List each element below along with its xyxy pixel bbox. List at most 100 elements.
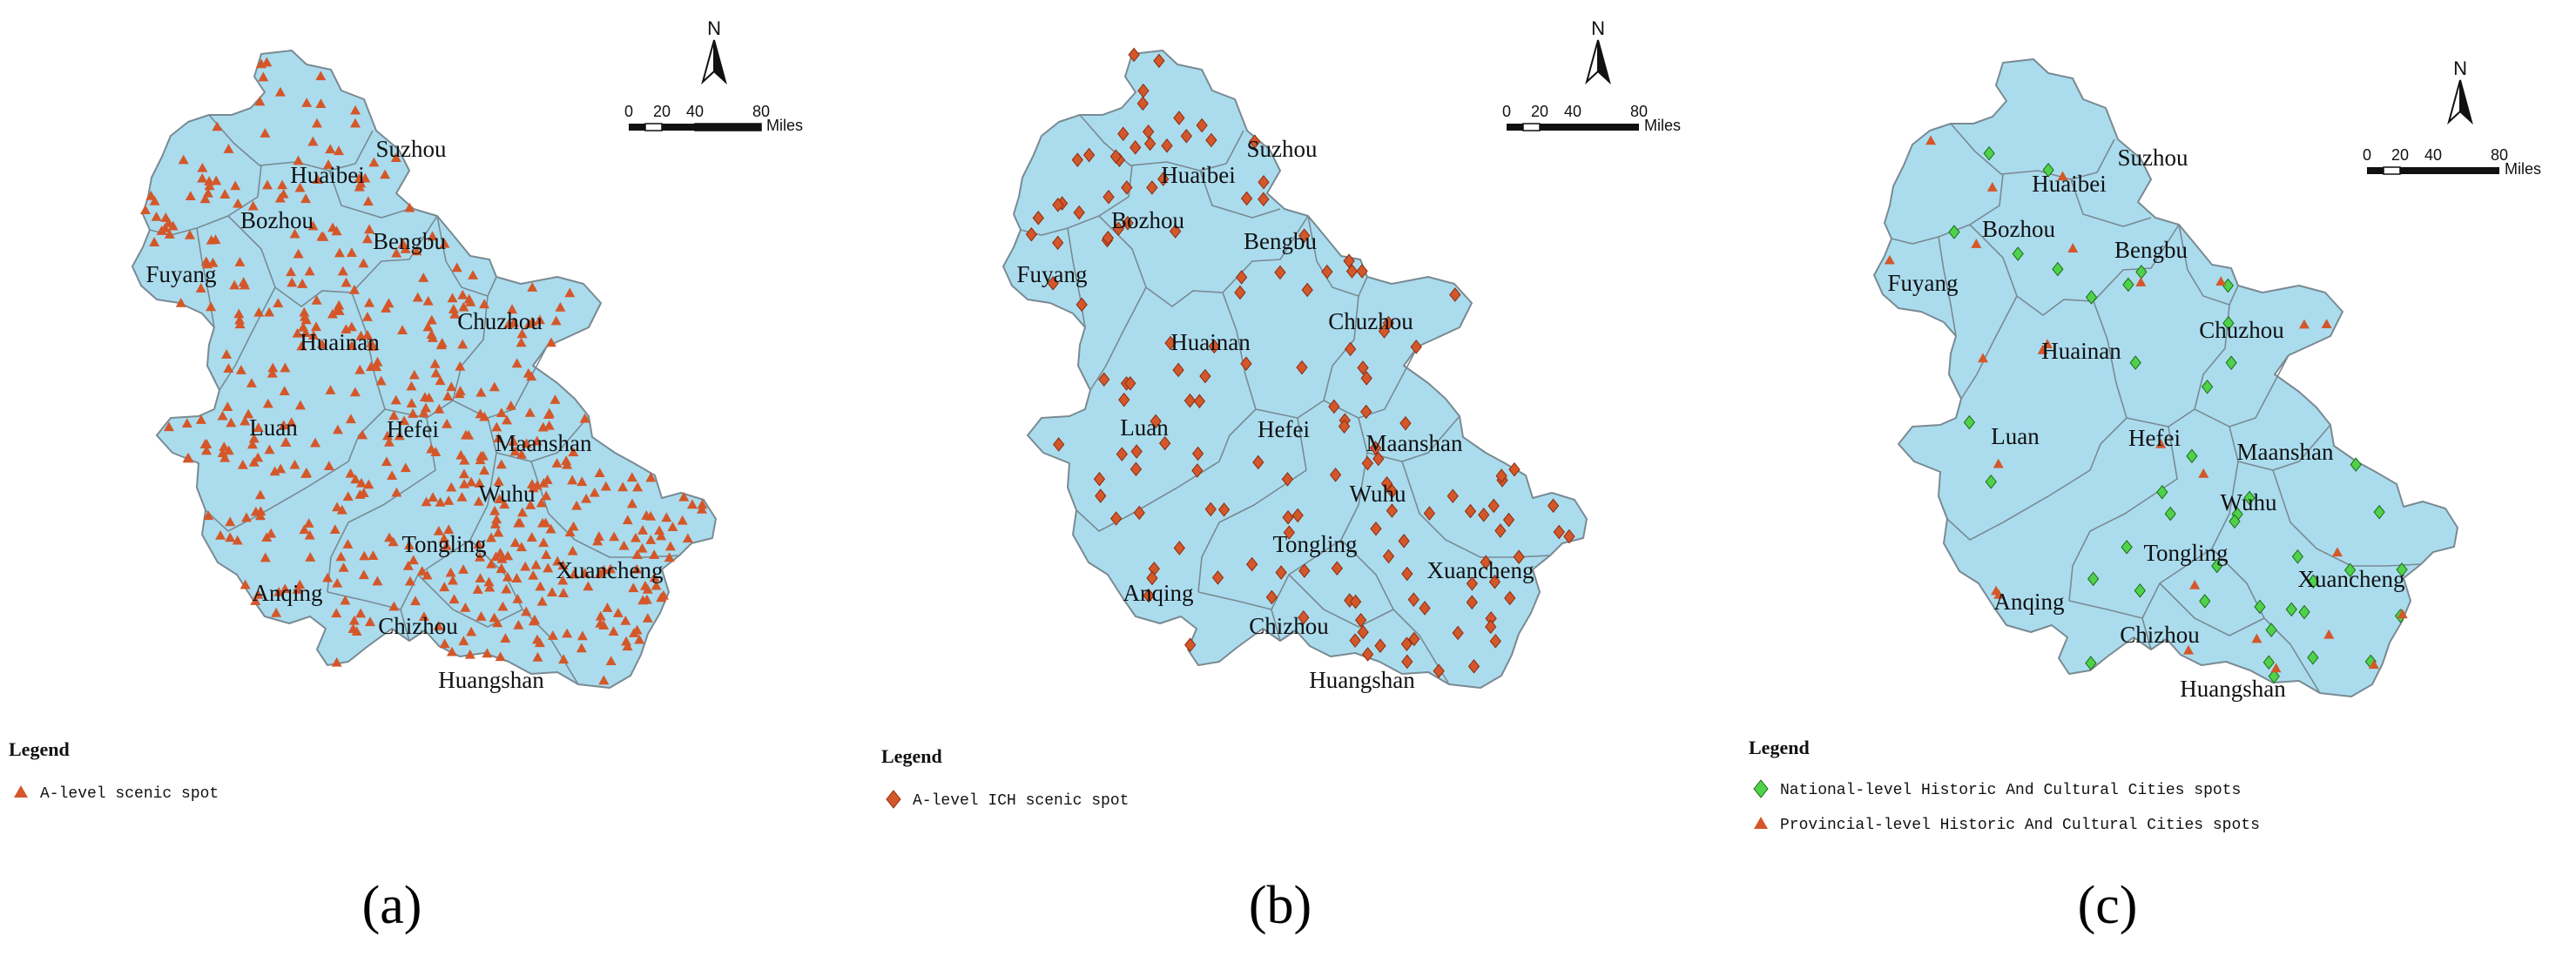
ich-spot-marker (1360, 371, 1372, 386)
scenic-spot-marker (286, 417, 297, 427)
scenic-spot-marker (403, 540, 415, 550)
scenic-spot-marker (269, 466, 280, 476)
ich-spot-marker (1173, 541, 1185, 555)
scenic-spot-marker (361, 311, 373, 321)
scenic-spot-marker (657, 589, 669, 600)
scenic-spot-marker (253, 422, 264, 433)
scenic-spot-marker (442, 391, 454, 401)
ich-spot-marker (1446, 488, 1459, 504)
scenic-spot-marker (535, 581, 546, 591)
scenic-spot-marker (696, 503, 707, 514)
legend-item-text: A-level scenic spot (40, 785, 219, 803)
ich-spot-marker (1386, 483, 1399, 499)
scenic-spot-marker (175, 297, 186, 307)
national-spot-marker (2291, 549, 2304, 564)
scenic-spot-marker (541, 549, 552, 560)
national-spot-marker (2052, 261, 2064, 277)
scenic-spot-marker (354, 172, 365, 183)
provincial-spot-marker (1993, 589, 2005, 599)
ich-spot-marker (1170, 224, 1182, 239)
ich-spot-marker (1553, 524, 1565, 540)
ich-spot-marker (1274, 265, 1286, 280)
ich-spot-marker (1102, 230, 1115, 246)
scenic-spot-marker (543, 420, 555, 430)
city-label-suzhou: Suzhou (1247, 136, 1318, 162)
city-label-hefei: Hefei (1258, 416, 1310, 442)
scenic-spot-marker (333, 145, 344, 156)
scenic-spot-marker (621, 636, 632, 646)
provincial-spot-marker (1993, 458, 2004, 468)
provincial-spot-marker (2323, 629, 2335, 639)
provincial-spot-marker (2270, 663, 2282, 673)
scenic-spot-marker (206, 301, 217, 312)
national-spot-marker (2225, 355, 2237, 370)
city-labels-b: Suzhou Huaibei Bozhou Bengbu Fuyang Chuzhou Hu… (1017, 136, 1534, 693)
scenic-spot-marker (577, 476, 588, 487)
national-spot-marker (2012, 246, 2024, 261)
national-spot-marker (2285, 602, 2297, 617)
provincial-spot-marker (1925, 135, 1937, 145)
scenic-spot-marker (628, 582, 639, 593)
ich-spot-marker (1258, 192, 1270, 207)
city-label-chizhou: Chizhou (2120, 622, 2200, 648)
scenic-spot-marker (350, 104, 361, 115)
scenic-spot-marker (362, 196, 374, 206)
scenic-spot-marker (486, 558, 497, 569)
ich-spot-marker (1563, 528, 1575, 544)
scenic-spot-marker (458, 636, 469, 646)
provincial-spot-marker (2135, 277, 2147, 286)
scenic-spot-marker (455, 360, 466, 371)
scenic-spot-marker (508, 436, 519, 446)
scenic-spot-marker (446, 381, 457, 392)
ich-spot-marker (1495, 468, 1507, 483)
scenic-spot-marker (219, 441, 230, 451)
scenic-spot-marker (267, 362, 279, 373)
ich-spot-marker (1283, 525, 1295, 540)
scenic-spot-marker (502, 550, 514, 561)
scenic-spot-marker (446, 481, 457, 492)
scenic-spot-marker (550, 394, 561, 404)
ich-spot-marker (1370, 521, 1382, 536)
scenic-spot-marker (341, 277, 352, 287)
scenic-spot-marker (651, 580, 662, 590)
scenic-spot-marker (399, 415, 410, 426)
provincial-spot-marker (2321, 319, 2332, 328)
scenic-spot-marker (525, 500, 536, 509)
scenic-spot-marker (475, 611, 487, 621)
national-spot-marker (1983, 145, 1995, 161)
scenic-spot-marker (631, 549, 643, 559)
scenic-spot-marker (206, 234, 217, 245)
scenic-spot-marker (449, 308, 461, 319)
ich-spot-marker (1047, 276, 1059, 291)
ich-spot-marker (1121, 180, 1133, 195)
scenic-spot-marker (354, 364, 366, 374)
scenic-spot-marker (289, 459, 300, 469)
scenic-spot-marker (151, 211, 162, 221)
scenic-spot-marker (456, 492, 468, 502)
ich-spot-marker (1196, 118, 1208, 133)
ich-spot-marker (1329, 468, 1342, 482)
scenic-spot-marker (307, 136, 319, 146)
scenic-spot-marker (472, 584, 483, 594)
scenic-spot-marker (350, 474, 361, 484)
scenic-spot-marker (183, 453, 194, 463)
scenic-spot-marker (221, 349, 233, 359)
scenic-spot-marker (309, 437, 320, 448)
ich-spot-marker (1281, 472, 1294, 487)
panel-a: Suzhou Huaibei Bozhou Bengbu Fuyang Chuzhou Hu… (9, 17, 803, 935)
scenic-spot-marker (346, 247, 357, 257)
ich-spot-marker (1401, 654, 1413, 670)
scenic-spot-marker (496, 563, 508, 573)
scenic-spot-marker (543, 562, 554, 573)
ich-spot-marker (1466, 595, 1478, 610)
provincial-spot-marker (2042, 339, 2053, 349)
scenic-spot-marker (661, 512, 672, 522)
scenic-spot-marker (502, 571, 513, 582)
scenic-spot-marker (493, 527, 504, 537)
scenic-spot-marker (447, 293, 458, 303)
scenic-spot-marker (233, 308, 245, 319)
city-label-suzhou: Suzhou (376, 136, 448, 162)
scenic-spot-marker (277, 179, 288, 190)
scenic-spot-marker (254, 489, 266, 500)
scale-tick-40: 40 (2424, 146, 2442, 164)
